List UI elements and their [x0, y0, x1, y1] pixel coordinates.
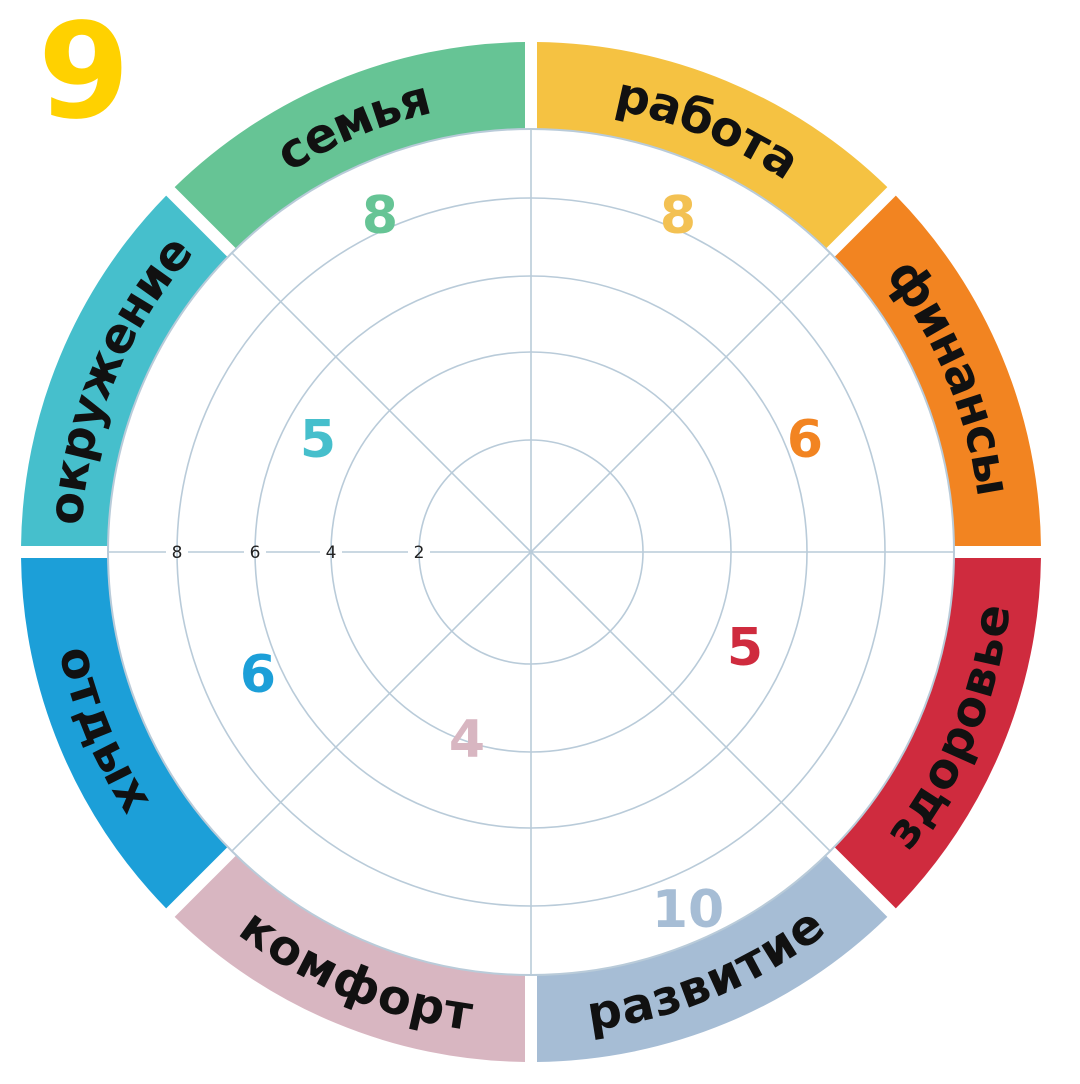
segment-score: 8	[362, 186, 398, 246]
segment-score: 6	[787, 410, 823, 470]
tick-label: 4	[326, 543, 337, 563]
segment-score: 10	[652, 880, 724, 940]
grid-spoke	[231, 252, 532, 553]
segment-score: 4	[449, 710, 485, 770]
segment-score: 5	[300, 410, 336, 470]
band-0	[536, 42, 888, 249]
tick-label: 2	[414, 543, 425, 563]
big-number: 9	[38, 0, 130, 149]
grid-spoke	[530, 551, 831, 852]
band-2	[834, 557, 1041, 909]
band-6	[21, 195, 228, 547]
band-3	[536, 855, 888, 1062]
segment-score: 5	[727, 618, 763, 678]
grid-spoke	[530, 252, 831, 553]
tick-label: 6	[250, 543, 261, 563]
segment-score: 6	[240, 645, 276, 705]
tick-label: 8	[172, 543, 183, 563]
band-1	[834, 195, 1041, 547]
segment-score: 8	[660, 186, 696, 246]
band-4	[174, 855, 526, 1062]
grid-spoke	[231, 551, 532, 852]
band-5	[21, 557, 228, 909]
band-7	[174, 42, 526, 249]
